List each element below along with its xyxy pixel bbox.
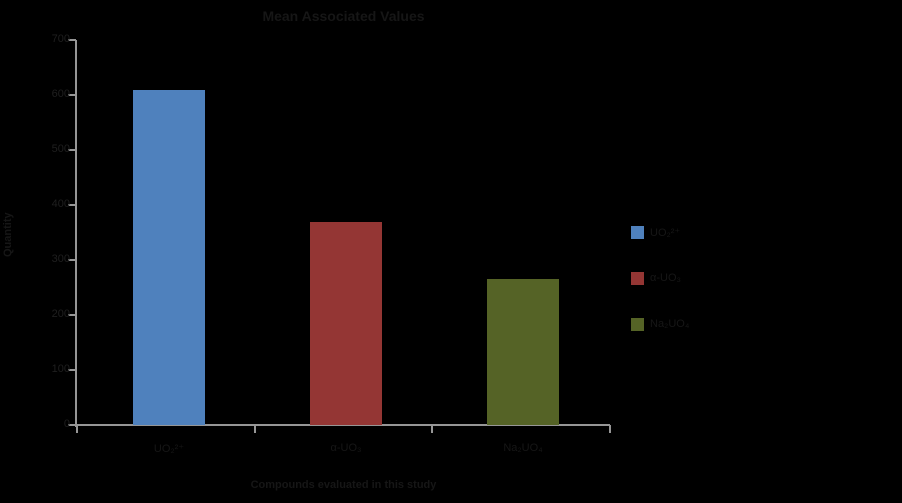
legend-label: Na₂UO₄: [650, 318, 690, 330]
x-tick-mark: [76, 425, 78, 433]
x-tick-label: Na₂UO₄: [503, 442, 543, 454]
y-tick-mark: [68, 149, 76, 151]
legend-swatch: [631, 272, 644, 285]
y-tick-mark: [68, 204, 76, 206]
bar: [310, 221, 382, 425]
x-tick-label: α-UO₃: [330, 442, 362, 454]
y-tick-label: 100: [51, 363, 70, 375]
y-tick-mark: [68, 259, 76, 261]
x-tick-mark: [431, 425, 434, 433]
bar: [487, 279, 559, 425]
legend-label: UO₂²⁺: [650, 227, 681, 239]
y-tick-label: 700: [51, 33, 70, 45]
y-tick-mark: [68, 39, 76, 41]
x-tick-label: UO₂²⁺: [153, 443, 185, 455]
y-tick-label: 400: [51, 198, 70, 210]
legend-swatch: [631, 226, 644, 239]
x-axis-title: Compounds evaluated in this study: [250, 479, 437, 491]
y-tick-label: 300: [51, 253, 70, 265]
x-axis-line: [75, 424, 610, 426]
y-tick-label: 200: [51, 308, 70, 320]
legend-label: α-UO₃: [650, 272, 682, 284]
y-axis-line: [75, 40, 77, 427]
chart-title: Mean Associated Values: [262, 8, 425, 24]
y-tick-label: 600: [51, 88, 70, 100]
y-tick-mark: [68, 424, 76, 426]
y-tick-mark: [68, 369, 76, 371]
legend-swatch: [631, 318, 644, 331]
x-tick-mark: [253, 425, 256, 433]
y-tick-label: 0: [63, 418, 70, 430]
bar: [133, 89, 205, 425]
y-tick-mark: [68, 94, 76, 96]
y-tick-label: 500: [51, 143, 70, 155]
y-axis-title: Quantity: [2, 212, 14, 258]
y-tick-mark: [68, 314, 76, 316]
x-tick-mark: [609, 425, 611, 433]
